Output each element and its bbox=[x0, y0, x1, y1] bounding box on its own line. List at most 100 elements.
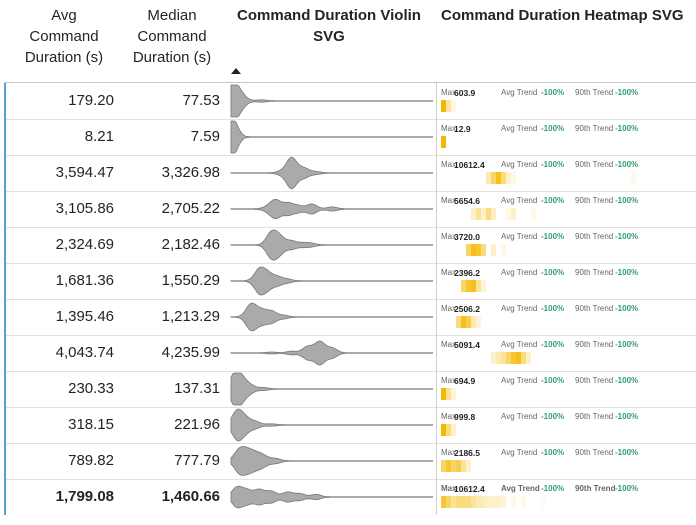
column-divider bbox=[436, 299, 437, 335]
avg-trend-label: Avg Trend bbox=[501, 196, 538, 205]
heatmap-bin bbox=[476, 496, 481, 508]
max-value: 3720.0 bbox=[454, 232, 480, 242]
header-avg-line2: Command bbox=[29, 28, 99, 45]
violin-shape bbox=[230, 229, 434, 261]
heatmap-cell: Max 603.9 Avg Trend -100% 90th Trend -100% bbox=[439, 83, 696, 119]
median-duration-cell: 2,182.46 bbox=[161, 236, 220, 253]
p90-trend-value: -100% bbox=[615, 268, 639, 277]
sort-ascending-icon[interactable] bbox=[231, 68, 241, 74]
avg-trend-value: -100% bbox=[541, 160, 565, 169]
max-label: Max bbox=[441, 88, 457, 97]
max-label: Max bbox=[441, 340, 457, 349]
violin-cell bbox=[229, 263, 437, 299]
header-med-line2: Command bbox=[137, 28, 207, 45]
avg-trend-value: -100% bbox=[541, 376, 565, 385]
avg-duration-cell: 179.20 bbox=[68, 92, 114, 109]
avg-trend-label: Avg Trend bbox=[501, 160, 538, 169]
avg-duration-cell: 1,799.08 bbox=[55, 488, 114, 505]
table-row[interactable]: 8.21 7.59 Max 12.9 Avg Trend -100% 90th Trend -… bbox=[6, 119, 696, 156]
avg-duration-cell: 1,681.36 bbox=[55, 272, 114, 289]
heatmap-svg bbox=[441, 388, 456, 400]
column-divider bbox=[436, 443, 437, 479]
heatmap-strip bbox=[441, 280, 641, 292]
avg-duration-cell: 3,105.86 bbox=[55, 200, 114, 217]
heatmap-bin bbox=[511, 496, 516, 508]
heatmap-bin bbox=[511, 352, 516, 364]
p90-trend-label: 90th Trend bbox=[575, 88, 614, 97]
max-label: Max bbox=[441, 268, 457, 277]
heatmap-bin bbox=[526, 352, 531, 364]
violin-svg bbox=[230, 446, 434, 476]
p90-trend-value: -100% bbox=[615, 196, 639, 205]
heatmap-bin bbox=[501, 244, 506, 256]
table-row[interactable]: 4,043.74 4,235.99 Max 5091.4 Avg Trend -100% 9… bbox=[6, 335, 696, 372]
heatmap-strip bbox=[441, 172, 641, 184]
avg-trend-value: -100% bbox=[541, 484, 565, 493]
avg-trend-label: Avg Trend bbox=[501, 340, 538, 349]
heatmap-bin bbox=[451, 460, 456, 472]
table-row[interactable]: 2,324.69 2,182.46 Max 3720.0 Avg Trend -100% 9… bbox=[6, 227, 696, 264]
violin-svg bbox=[230, 302, 434, 332]
violin-cell bbox=[229, 371, 437, 407]
max-label: Max bbox=[441, 484, 457, 493]
violin-shape bbox=[230, 120, 434, 154]
violin-svg bbox=[230, 229, 434, 261]
heatmap-bin bbox=[521, 496, 526, 508]
heatmap-bin bbox=[446, 424, 451, 436]
violin-shape bbox=[230, 198, 434, 220]
column-divider bbox=[436, 263, 437, 299]
heatmap-bin bbox=[501, 352, 506, 364]
violin-svg bbox=[230, 408, 434, 442]
heatmap-strip bbox=[441, 316, 641, 328]
heatmap-bin bbox=[471, 208, 476, 220]
avg-trend-value: -100% bbox=[541, 232, 565, 241]
heatmap-cell: Max 10612.4 Avg Trend -100% 90th Trend -100% bbox=[439, 479, 696, 515]
violin-cell bbox=[229, 155, 437, 191]
heatmap-bin bbox=[466, 280, 471, 292]
heatmap-bin bbox=[466, 316, 471, 328]
table-row[interactable]: 318.15 221.96 Max 999.8 Avg Trend -100% 90th T… bbox=[6, 407, 696, 444]
avg-duration-cell: 4,043.74 bbox=[55, 344, 114, 361]
heatmap-strip bbox=[441, 244, 641, 256]
avg-trend-value: -100% bbox=[541, 412, 565, 421]
header-avg-duration[interactable]: Avg Command Duration (s) bbox=[10, 5, 118, 87]
table-row[interactable]: 789.82 777.79 Max 2186.5 Avg Trend -100% 90th … bbox=[6, 443, 696, 480]
heatmap-bin bbox=[441, 496, 446, 508]
table-row[interactable]: 1,395.46 1,213.29 Max 2506.2 Avg Trend -100% 9… bbox=[6, 299, 696, 336]
heatmap-bin bbox=[481, 280, 486, 292]
header-heatmap-svg[interactable]: Command Duration Heatmap SVG bbox=[441, 7, 684, 24]
column-divider bbox=[436, 83, 437, 119]
violin-shape bbox=[230, 340, 434, 366]
max-value: 2396.2 bbox=[454, 268, 480, 278]
heatmap-bin bbox=[441, 136, 446, 148]
violin-cell bbox=[229, 191, 437, 227]
median-duration-cell: 3,326.98 bbox=[161, 164, 220, 181]
violin-svg bbox=[230, 266, 434, 296]
violin-shape bbox=[230, 408, 434, 442]
table-row[interactable]: 1,681.36 1,550.29 Max 2396.2 Avg Trend -100% 9… bbox=[6, 263, 696, 300]
heatmap-cell: Max 5091.4 Avg Trend -100% 90th Trend -100% bbox=[439, 335, 696, 371]
selection-accent-rule bbox=[4, 83, 6, 515]
heatmap-bin bbox=[456, 460, 461, 472]
table-row[interactable]: 3,594.47 3,326.98 Max 10612.4 Avg Trend -100%… bbox=[6, 155, 696, 192]
heatmap-bin bbox=[461, 316, 466, 328]
p90-trend-value: -100% bbox=[615, 88, 639, 97]
total-row[interactable]: 1,799.08 1,460.66 Max 10612.4 Avg Trend -100%… bbox=[6, 479, 696, 515]
violin-svg bbox=[230, 340, 434, 366]
max-value: 12.9 bbox=[454, 124, 471, 134]
heatmap-bin bbox=[451, 496, 456, 508]
table-row[interactable]: 230.33 137.31 Max 694.9 Avg Trend -100% 90th T… bbox=[6, 371, 696, 408]
avg-duration-cell: 3,594.47 bbox=[55, 164, 114, 181]
heatmap-strip bbox=[441, 208, 641, 220]
header-violin-svg[interactable]: Command Duration Violin SVG bbox=[229, 5, 429, 87]
table-row[interactable]: 179.20 77.53 Max 603.9 Avg Trend -100% 90th Tr… bbox=[6, 83, 696, 120]
avg-trend-value: -100% bbox=[541, 304, 565, 313]
heatmap-bin bbox=[631, 172, 636, 184]
heatmap-cell: Max 5654.6 Avg Trend -100% 90th Trend -100% bbox=[439, 191, 696, 227]
column-divider bbox=[436, 335, 437, 371]
table-row[interactable]: 3,105.86 2,705.22 Max 5654.6 Avg Trend -100% 9… bbox=[6, 191, 696, 228]
header-violin-line2: SVG bbox=[313, 28, 345, 45]
header-median-duration[interactable]: Median Command Duration (s) bbox=[120, 5, 224, 87]
heatmap-bin bbox=[496, 172, 501, 184]
p90-trend-value: -100% bbox=[615, 448, 639, 457]
